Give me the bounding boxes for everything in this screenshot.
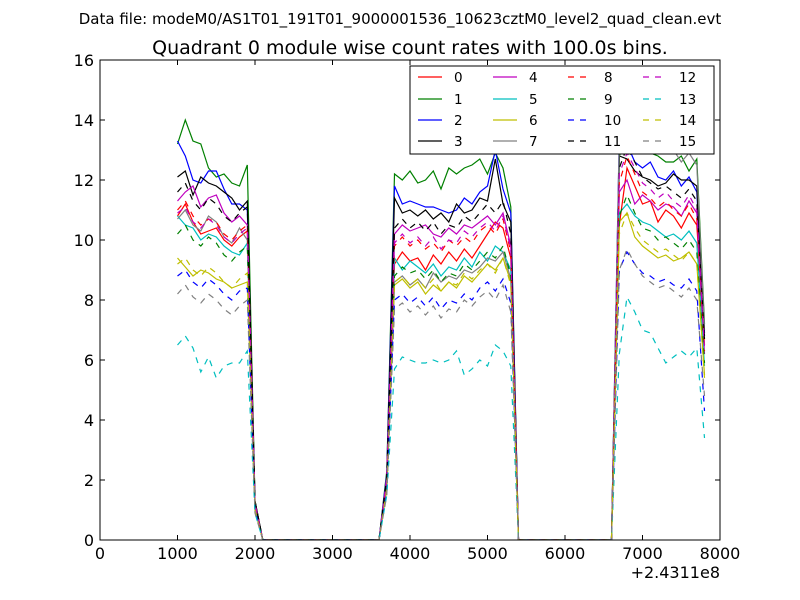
legend-label-14: 14 <box>679 113 696 129</box>
x-tick-label: 5000 <box>467 544 508 563</box>
y-tick-label: 10 <box>74 231 94 250</box>
x-tick-label: 0 <box>95 544 105 563</box>
x-tick-label: 7000 <box>622 544 663 563</box>
legend-label-10: 10 <box>604 113 621 129</box>
y-tick-label: 8 <box>84 291 94 310</box>
series-line-10 <box>177 250 706 540</box>
legend-label-5: 5 <box>529 92 538 108</box>
series-line-0 <box>176 165 706 540</box>
x-tick-label: 6000 <box>545 544 586 563</box>
legend-frame <box>409 65 715 155</box>
legend-label-15: 15 <box>679 134 696 150</box>
legend-label-1: 1 <box>454 92 463 108</box>
y-tick-label: 0 <box>84 531 94 550</box>
legend-label-11: 11 <box>604 134 621 150</box>
legend-label-12: 12 <box>679 70 696 86</box>
series-line-9 <box>177 193 706 540</box>
legend-label-6: 6 <box>529 113 538 129</box>
x-offset-label: +2.4311e8 <box>631 563 720 582</box>
legend-label-2: 2 <box>454 113 463 129</box>
chart-title: Quadrant 0 module wise count rates with … <box>152 37 668 59</box>
chart-suptitle: Data file: modeM0/AS1T01_191T01_90000015… <box>79 10 722 29</box>
series-line-2 <box>176 133 706 540</box>
y-tick-label: 14 <box>74 111 94 130</box>
series-line-13 <box>177 295 706 540</box>
series-line-12 <box>177 151 706 540</box>
legend-label-0: 0 <box>454 70 463 86</box>
x-tick-label: 4000 <box>390 544 431 563</box>
y-tick-label: 16 <box>74 51 94 70</box>
y-tick-label: 4 <box>84 411 94 430</box>
series-line-4 <box>177 178 706 540</box>
series-line-14 <box>177 211 706 540</box>
x-tick-label: 2000 <box>235 544 276 563</box>
legend-label-8: 8 <box>604 70 613 86</box>
y-tick-label: 2 <box>84 471 94 490</box>
x-tick-label: 3000 <box>312 544 353 563</box>
legend-label-7: 7 <box>529 134 538 150</box>
x-tick-label: 1000 <box>157 544 198 563</box>
x-axis: 0 1000 2000 3000 4000 5000 6000 7000 8000 <box>95 60 740 563</box>
legend-label-3: 3 <box>454 134 463 150</box>
legend-label-13: 13 <box>679 92 696 108</box>
series-layer <box>176 116 706 540</box>
series-line-6 <box>177 211 706 540</box>
y-tick-label: 6 <box>84 351 94 370</box>
legend-label-9: 9 <box>604 92 613 108</box>
x-tick-label: 8000 <box>700 544 741 563</box>
y-tick-label: 12 <box>74 171 94 190</box>
series-line-15 <box>177 247 706 540</box>
series-line-3 <box>177 155 706 540</box>
legend-label-4: 4 <box>529 70 538 86</box>
